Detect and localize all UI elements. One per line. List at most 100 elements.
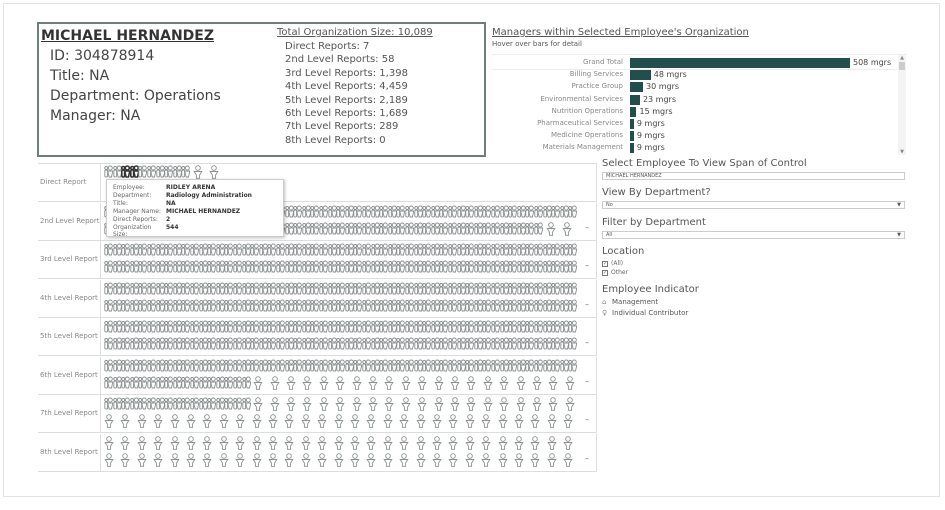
management-icon[interactable] bbox=[164, 260, 174, 273]
management-icon[interactable] bbox=[259, 337, 268, 350]
individual-contributor-icon[interactable] bbox=[268, 452, 278, 467]
management-icon[interactable] bbox=[130, 320, 139, 333]
management-icon[interactable] bbox=[491, 320, 500, 333]
management-icon[interactable] bbox=[396, 243, 406, 256]
location-option-other[interactable]: ✓ Other bbox=[602, 268, 628, 277]
management-icon[interactable] bbox=[147, 282, 156, 295]
individual-contributor-icon[interactable] bbox=[319, 397, 329, 411]
management-icon[interactable] bbox=[499, 260, 509, 273]
management-icon[interactable] bbox=[104, 320, 113, 333]
management-icon[interactable] bbox=[508, 299, 518, 312]
bar-row[interactable]: Pharmaceutical Services 9 mgrs bbox=[492, 118, 897, 130]
individual-contributor-icon[interactable] bbox=[186, 414, 196, 428]
management-icon[interactable] bbox=[413, 337, 423, 350]
individual-contributor-icon[interactable] bbox=[350, 435, 360, 450]
management-icon[interactable] bbox=[336, 337, 346, 350]
individual-contributor-icon[interactable] bbox=[433, 375, 444, 390]
individual-contributor-icon[interactable] bbox=[499, 397, 509, 411]
individual-contributor-icon[interactable] bbox=[186, 435, 196, 450]
management-icon[interactable] bbox=[422, 282, 432, 295]
management-icon[interactable] bbox=[173, 299, 182, 312]
bar[interactable] bbox=[630, 82, 643, 93]
management-icon[interactable] bbox=[474, 260, 483, 273]
management-icon[interactable] bbox=[327, 222, 337, 235]
management-icon[interactable] bbox=[336, 205, 346, 218]
management-icon[interactable] bbox=[405, 299, 414, 312]
management-icon[interactable] bbox=[327, 260, 337, 273]
management-icon[interactable] bbox=[104, 243, 113, 256]
individual-contributor-icon[interactable] bbox=[253, 375, 263, 390]
individual-contributor-icon[interactable] bbox=[317, 452, 327, 467]
management-icon[interactable] bbox=[173, 243, 182, 256]
management-icon[interactable] bbox=[534, 260, 543, 273]
management-icon[interactable] bbox=[241, 376, 251, 389]
management-icon[interactable] bbox=[130, 359, 139, 372]
individual-contributor-icon[interactable] bbox=[251, 452, 262, 467]
scroll-down-icon[interactable]: ▼ bbox=[900, 149, 904, 155]
management-icon[interactable] bbox=[327, 337, 337, 350]
management-icon[interactable] bbox=[310, 205, 320, 218]
management-icon[interactable] bbox=[198, 337, 208, 350]
management-icon[interactable] bbox=[138, 337, 148, 350]
management-icon[interactable] bbox=[499, 359, 509, 372]
management-icon[interactable] bbox=[147, 337, 156, 350]
management-icon[interactable] bbox=[568, 320, 578, 333]
individual-contributor-icon[interactable] bbox=[219, 435, 229, 450]
management-icon[interactable] bbox=[431, 243, 440, 256]
management-icon[interactable] bbox=[525, 205, 535, 218]
management-icon[interactable] bbox=[250, 260, 260, 273]
management-icon[interactable] bbox=[259, 243, 268, 256]
bar-row[interactable]: Grand Total 508 mgrs bbox=[492, 57, 897, 70]
management-icon[interactable] bbox=[224, 397, 234, 410]
individual-contributor-icon[interactable] bbox=[450, 375, 460, 390]
management-icon[interactable] bbox=[207, 376, 217, 389]
management-icon[interactable] bbox=[396, 282, 406, 295]
management-icon[interactable] bbox=[276, 282, 285, 295]
management-icon[interactable] bbox=[138, 320, 148, 333]
management-icon[interactable] bbox=[224, 260, 234, 273]
individual-contributor-icon[interactable] bbox=[335, 375, 345, 390]
management-icon[interactable] bbox=[491, 282, 500, 295]
management-icon[interactable] bbox=[293, 299, 303, 312]
management-icon[interactable] bbox=[551, 359, 561, 372]
individual-contributor-icon[interactable] bbox=[514, 452, 524, 467]
individual-contributor-icon[interactable] bbox=[268, 414, 278, 428]
management-icon[interactable] bbox=[345, 222, 354, 235]
management-icon[interactable] bbox=[422, 205, 432, 218]
management-icon[interactable] bbox=[499, 243, 509, 256]
management-icon[interactable] bbox=[482, 282, 492, 295]
individual-contributor-icon[interactable] bbox=[383, 452, 393, 467]
management-icon[interactable] bbox=[431, 260, 440, 273]
management-icon[interactable] bbox=[284, 359, 294, 372]
management-icon[interactable] bbox=[155, 376, 165, 389]
individual-contributor-icon[interactable] bbox=[563, 414, 573, 428]
view-by-department-dropdown[interactable]: No ▼ bbox=[602, 201, 905, 209]
individual-contributor-icon[interactable] bbox=[269, 375, 280, 390]
management-icon[interactable] bbox=[388, 359, 397, 372]
management-icon[interactable] bbox=[465, 205, 475, 218]
bar[interactable] bbox=[630, 119, 634, 129]
management-icon[interactable] bbox=[104, 397, 113, 410]
management-icon[interactable] bbox=[198, 320, 208, 333]
management-icon[interactable] bbox=[508, 337, 518, 350]
management-icon[interactable] bbox=[456, 222, 466, 235]
management-icon[interactable] bbox=[448, 222, 457, 235]
management-icon[interactable] bbox=[224, 376, 234, 389]
individual-contributor-icon[interactable] bbox=[399, 452, 409, 467]
management-icon[interactable] bbox=[190, 282, 199, 295]
management-icon[interactable] bbox=[431, 282, 440, 295]
management-icon[interactable] bbox=[499, 282, 509, 295]
management-icon[interactable] bbox=[241, 359, 251, 372]
management-icon[interactable] bbox=[542, 243, 552, 256]
management-icon[interactable] bbox=[482, 359, 492, 372]
bar[interactable] bbox=[630, 143, 634, 154]
management-icon[interactable] bbox=[388, 299, 397, 312]
management-icon[interactable] bbox=[284, 260, 294, 273]
management-icon[interactable] bbox=[439, 359, 449, 372]
management-icon[interactable] bbox=[104, 359, 113, 372]
individual-contributor-icon[interactable] bbox=[432, 435, 442, 450]
individual-contributor-icon[interactable] bbox=[333, 452, 344, 467]
select-employee-input[interactable]: MICHAEL HERNANDEZ bbox=[602, 172, 905, 180]
management-icon[interactable] bbox=[353, 260, 363, 273]
management-icon[interactable] bbox=[560, 243, 569, 256]
